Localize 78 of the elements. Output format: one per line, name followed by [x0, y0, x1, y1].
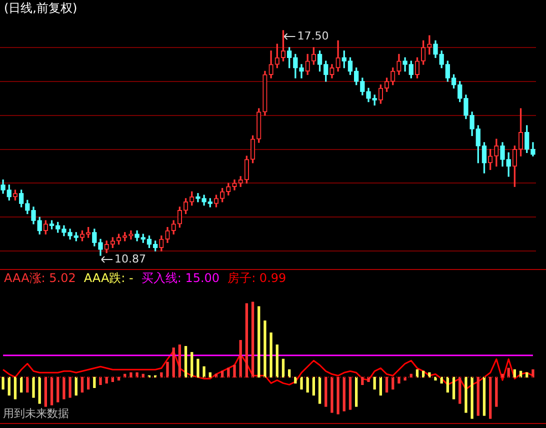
- bar: [264, 320, 266, 378]
- annotation: 10.87: [114, 252, 146, 266]
- bar: [458, 376, 462, 404]
- bar: [2, 376, 4, 390]
- bar: [324, 376, 328, 407]
- bar: [245, 303, 248, 378]
- bar: [196, 358, 200, 378]
- bar: [38, 376, 41, 404]
- bar: [532, 369, 534, 378]
- bar: [348, 376, 352, 410]
- candlestick: [128, 230, 134, 240]
- bar: [190, 352, 194, 378]
- bar: [93, 376, 96, 388]
- bar: [526, 372, 528, 378]
- bar: [74, 376, 78, 396]
- text: 房子: 0.99: [228, 270, 286, 287]
- bar: [482, 376, 486, 416]
- bar: [251, 302, 254, 378]
- bar: [373, 376, 376, 390]
- bar: [80, 376, 84, 393]
- bar: [367, 376, 370, 382]
- text: 买入线: 15.00: [141, 270, 220, 287]
- bar: [202, 366, 206, 378]
- bar: [136, 372, 138, 378]
- bar: [32, 376, 35, 398]
- bar: [385, 376, 388, 393]
- bar: [270, 332, 272, 378]
- bar: [398, 376, 400, 384]
- bar: [330, 376, 334, 413]
- bar: [276, 344, 278, 378]
- bar: [318, 376, 322, 404]
- bar: [50, 376, 54, 406]
- bar: [44, 376, 48, 407]
- annotation: 用到未来数据: [3, 406, 69, 421]
- bar: [56, 376, 60, 402]
- bar: [379, 376, 382, 396]
- bar: [20, 376, 23, 393]
- bar: [470, 376, 474, 419]
- text: AAA跌: -: [84, 270, 134, 287]
- bar: [8, 376, 10, 396]
- annotation: 17.50: [297, 29, 329, 42]
- bar: [258, 306, 260, 378]
- bar: [130, 372, 132, 378]
- bar: [105, 376, 108, 384]
- bar: [172, 348, 175, 378]
- bar: [476, 376, 480, 416]
- bar: [513, 369, 516, 378]
- bar: [282, 358, 285, 378]
- bar: [452, 376, 456, 400]
- bar: [342, 376, 346, 412]
- bar: [117, 376, 120, 380]
- bar: [392, 376, 394, 390]
- bar: [336, 376, 340, 414]
- bar: [208, 372, 212, 378]
- bar: [488, 376, 492, 419]
- bar: [62, 376, 66, 400]
- bar: [312, 376, 316, 396]
- bar: [300, 376, 303, 390]
- bar: [446, 376, 450, 393]
- bar: [68, 376, 72, 398]
- text: AAA涨: 5.02: [4, 270, 76, 287]
- bar: [14, 376, 17, 400]
- bar: [464, 376, 468, 413]
- bar: [361, 376, 364, 386]
- bar: [86, 376, 90, 390]
- bar: [166, 362, 169, 378]
- chart-title: (日线,前复权): [4, 0, 78, 17]
- bar: [501, 374, 504, 378]
- bar: [220, 370, 224, 378]
- bar: [306, 376, 309, 393]
- bar: [233, 364, 236, 378]
- bar: [184, 346, 188, 378]
- bar: [239, 340, 242, 378]
- bar: [26, 376, 29, 393]
- bar: [99, 376, 102, 386]
- bar: [495, 376, 498, 407]
- bar: [178, 344, 182, 378]
- bar: [354, 376, 358, 407]
